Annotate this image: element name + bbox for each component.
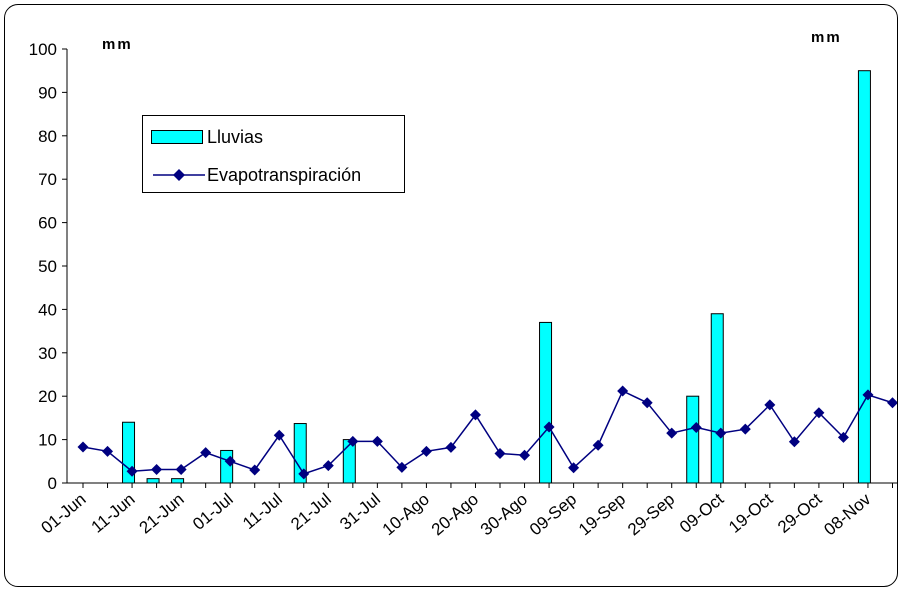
legend: Lluvias Evapotranspiración bbox=[142, 115, 405, 193]
x-tick-label: 29-Sep bbox=[624, 490, 678, 540]
marker-evapotranspiracion bbox=[298, 468, 310, 480]
marker-evapotranspiracion bbox=[543, 421, 555, 433]
x-tick-label: 31-Jul bbox=[336, 490, 384, 534]
y-tick-label: 20 bbox=[38, 387, 57, 406]
y-tick-label: 50 bbox=[38, 257, 57, 276]
marker-evapotranspiracion bbox=[788, 436, 800, 448]
x-tick-label: 29-Oct bbox=[774, 489, 826, 537]
y-tick-label: 100 bbox=[29, 40, 57, 59]
marker-evapotranspiracion bbox=[469, 409, 481, 421]
y-tick-label: 80 bbox=[38, 127, 57, 146]
marker-evapotranspiracion bbox=[102, 445, 114, 457]
marker-evapotranspiracion bbox=[666, 427, 678, 439]
x-tick-label: 01-Jul bbox=[189, 490, 237, 534]
marker-evapotranspiracion bbox=[347, 435, 359, 447]
marker-evapotranspiracion bbox=[126, 465, 138, 477]
x-tick-label: 19-Sep bbox=[575, 490, 629, 540]
marker-evapotranspiracion bbox=[641, 397, 653, 409]
x-tick-label: 19-Oct bbox=[725, 489, 777, 537]
marker-evapotranspiracion bbox=[690, 421, 702, 433]
marker-evapotranspiracion bbox=[764, 399, 776, 411]
marker-evapotranspiracion bbox=[494, 447, 506, 459]
x-tick-label: 01-Jun bbox=[38, 490, 90, 538]
x-tick-label: 09-Sep bbox=[526, 490, 580, 540]
marker-evapotranspiracion bbox=[813, 407, 825, 419]
bar-lluvias bbox=[293, 423, 307, 484]
marker-evapotranspiracion bbox=[396, 461, 408, 473]
bar-lluvias bbox=[171, 478, 185, 484]
marker-evapotranspiracion bbox=[519, 449, 531, 461]
marker-evapotranspiracion bbox=[151, 464, 163, 476]
x-tick-label: 11-Jul bbox=[239, 490, 286, 534]
chart-frame: 0 10 20 30 40 50 60 70 80 90 100 01-Jun 11-Jun 21-Jun… bbox=[4, 4, 898, 587]
marker-evapotranspiracion bbox=[371, 435, 383, 447]
bar-lluvias bbox=[146, 478, 160, 484]
y-tick-label: 30 bbox=[38, 344, 57, 363]
marker-evapotranspiracion bbox=[175, 464, 187, 476]
legend-label-evapotranspiracion: Evapotranspiración bbox=[207, 165, 362, 185]
legend-item-evapotranspiracion: Evapotranspiración bbox=[143, 160, 404, 190]
marker-evapotranspiracion bbox=[568, 462, 580, 474]
marker-evapotranspiracion bbox=[592, 439, 604, 451]
x-tick-label: 11-Jun bbox=[88, 490, 139, 537]
evapotranspiracion-series bbox=[77, 385, 897, 480]
marker-evapotranspiracion bbox=[617, 385, 629, 397]
y-tick-label: 40 bbox=[38, 300, 57, 319]
marker-evapotranspiracion bbox=[249, 464, 261, 476]
y-axis-unit-right: mm bbox=[811, 29, 842, 46]
marker-evapotranspiracion bbox=[862, 389, 874, 401]
marker-evapotranspiracion bbox=[77, 441, 89, 453]
marker-evapotranspiracion bbox=[200, 447, 212, 459]
marker-evapotranspiracion bbox=[715, 427, 727, 439]
x-tick-label: 20-Ago bbox=[428, 490, 482, 540]
marker-evapotranspiracion bbox=[224, 455, 236, 467]
axes bbox=[62, 48, 897, 488]
legend-item-lluvias: Lluvias bbox=[143, 122, 404, 152]
y-tick-label: 90 bbox=[38, 83, 57, 102]
bar-lluvias bbox=[710, 313, 724, 484]
x-tick-label: 30-Ago bbox=[477, 490, 531, 540]
legend-swatch-bar bbox=[151, 130, 203, 144]
legend-label-lluvias: Lluvias bbox=[207, 127, 264, 147]
x-tick-label: 08-Nov bbox=[820, 489, 875, 539]
marker-evapotranspiracion bbox=[886, 397, 897, 409]
legend-swatch-line bbox=[153, 169, 205, 181]
lluvias-bars bbox=[122, 70, 871, 484]
y-tick-label: 70 bbox=[38, 170, 57, 189]
marker-evapotranspiracion bbox=[420, 445, 432, 457]
bar-lluvias bbox=[220, 449, 234, 484]
y-axis-unit-left: mm bbox=[102, 36, 133, 53]
y-tick-label: 60 bbox=[38, 214, 57, 233]
marker-evapotranspiracion bbox=[739, 423, 751, 435]
x-tick-label: 21-Jun bbox=[136, 490, 188, 538]
bar-lluvias bbox=[686, 395, 700, 484]
marker-evapotranspiracion bbox=[837, 431, 849, 443]
marker-evapotranspiracion bbox=[322, 460, 334, 472]
bar-lluvias bbox=[857, 70, 871, 484]
chart-canvas: 0 10 20 30 40 50 60 70 80 90 100 01-Jun11-Jun21-Jun… bbox=[29, 40, 897, 540]
line-evapotranspiracion bbox=[82, 389, 893, 475]
x-tick-label: 21-Jul bbox=[287, 490, 335, 534]
y-tick-label: 0 bbox=[48, 474, 57, 493]
marker-evapotranspiracion bbox=[445, 441, 457, 453]
bar-lluvias bbox=[539, 321, 553, 484]
x-tick-label: 10-Ago bbox=[379, 490, 433, 540]
y-tick-label: 10 bbox=[38, 431, 57, 450]
x-tick-label: 09-Oct bbox=[676, 489, 728, 537]
marker-evapotranspiracion bbox=[273, 429, 285, 441]
